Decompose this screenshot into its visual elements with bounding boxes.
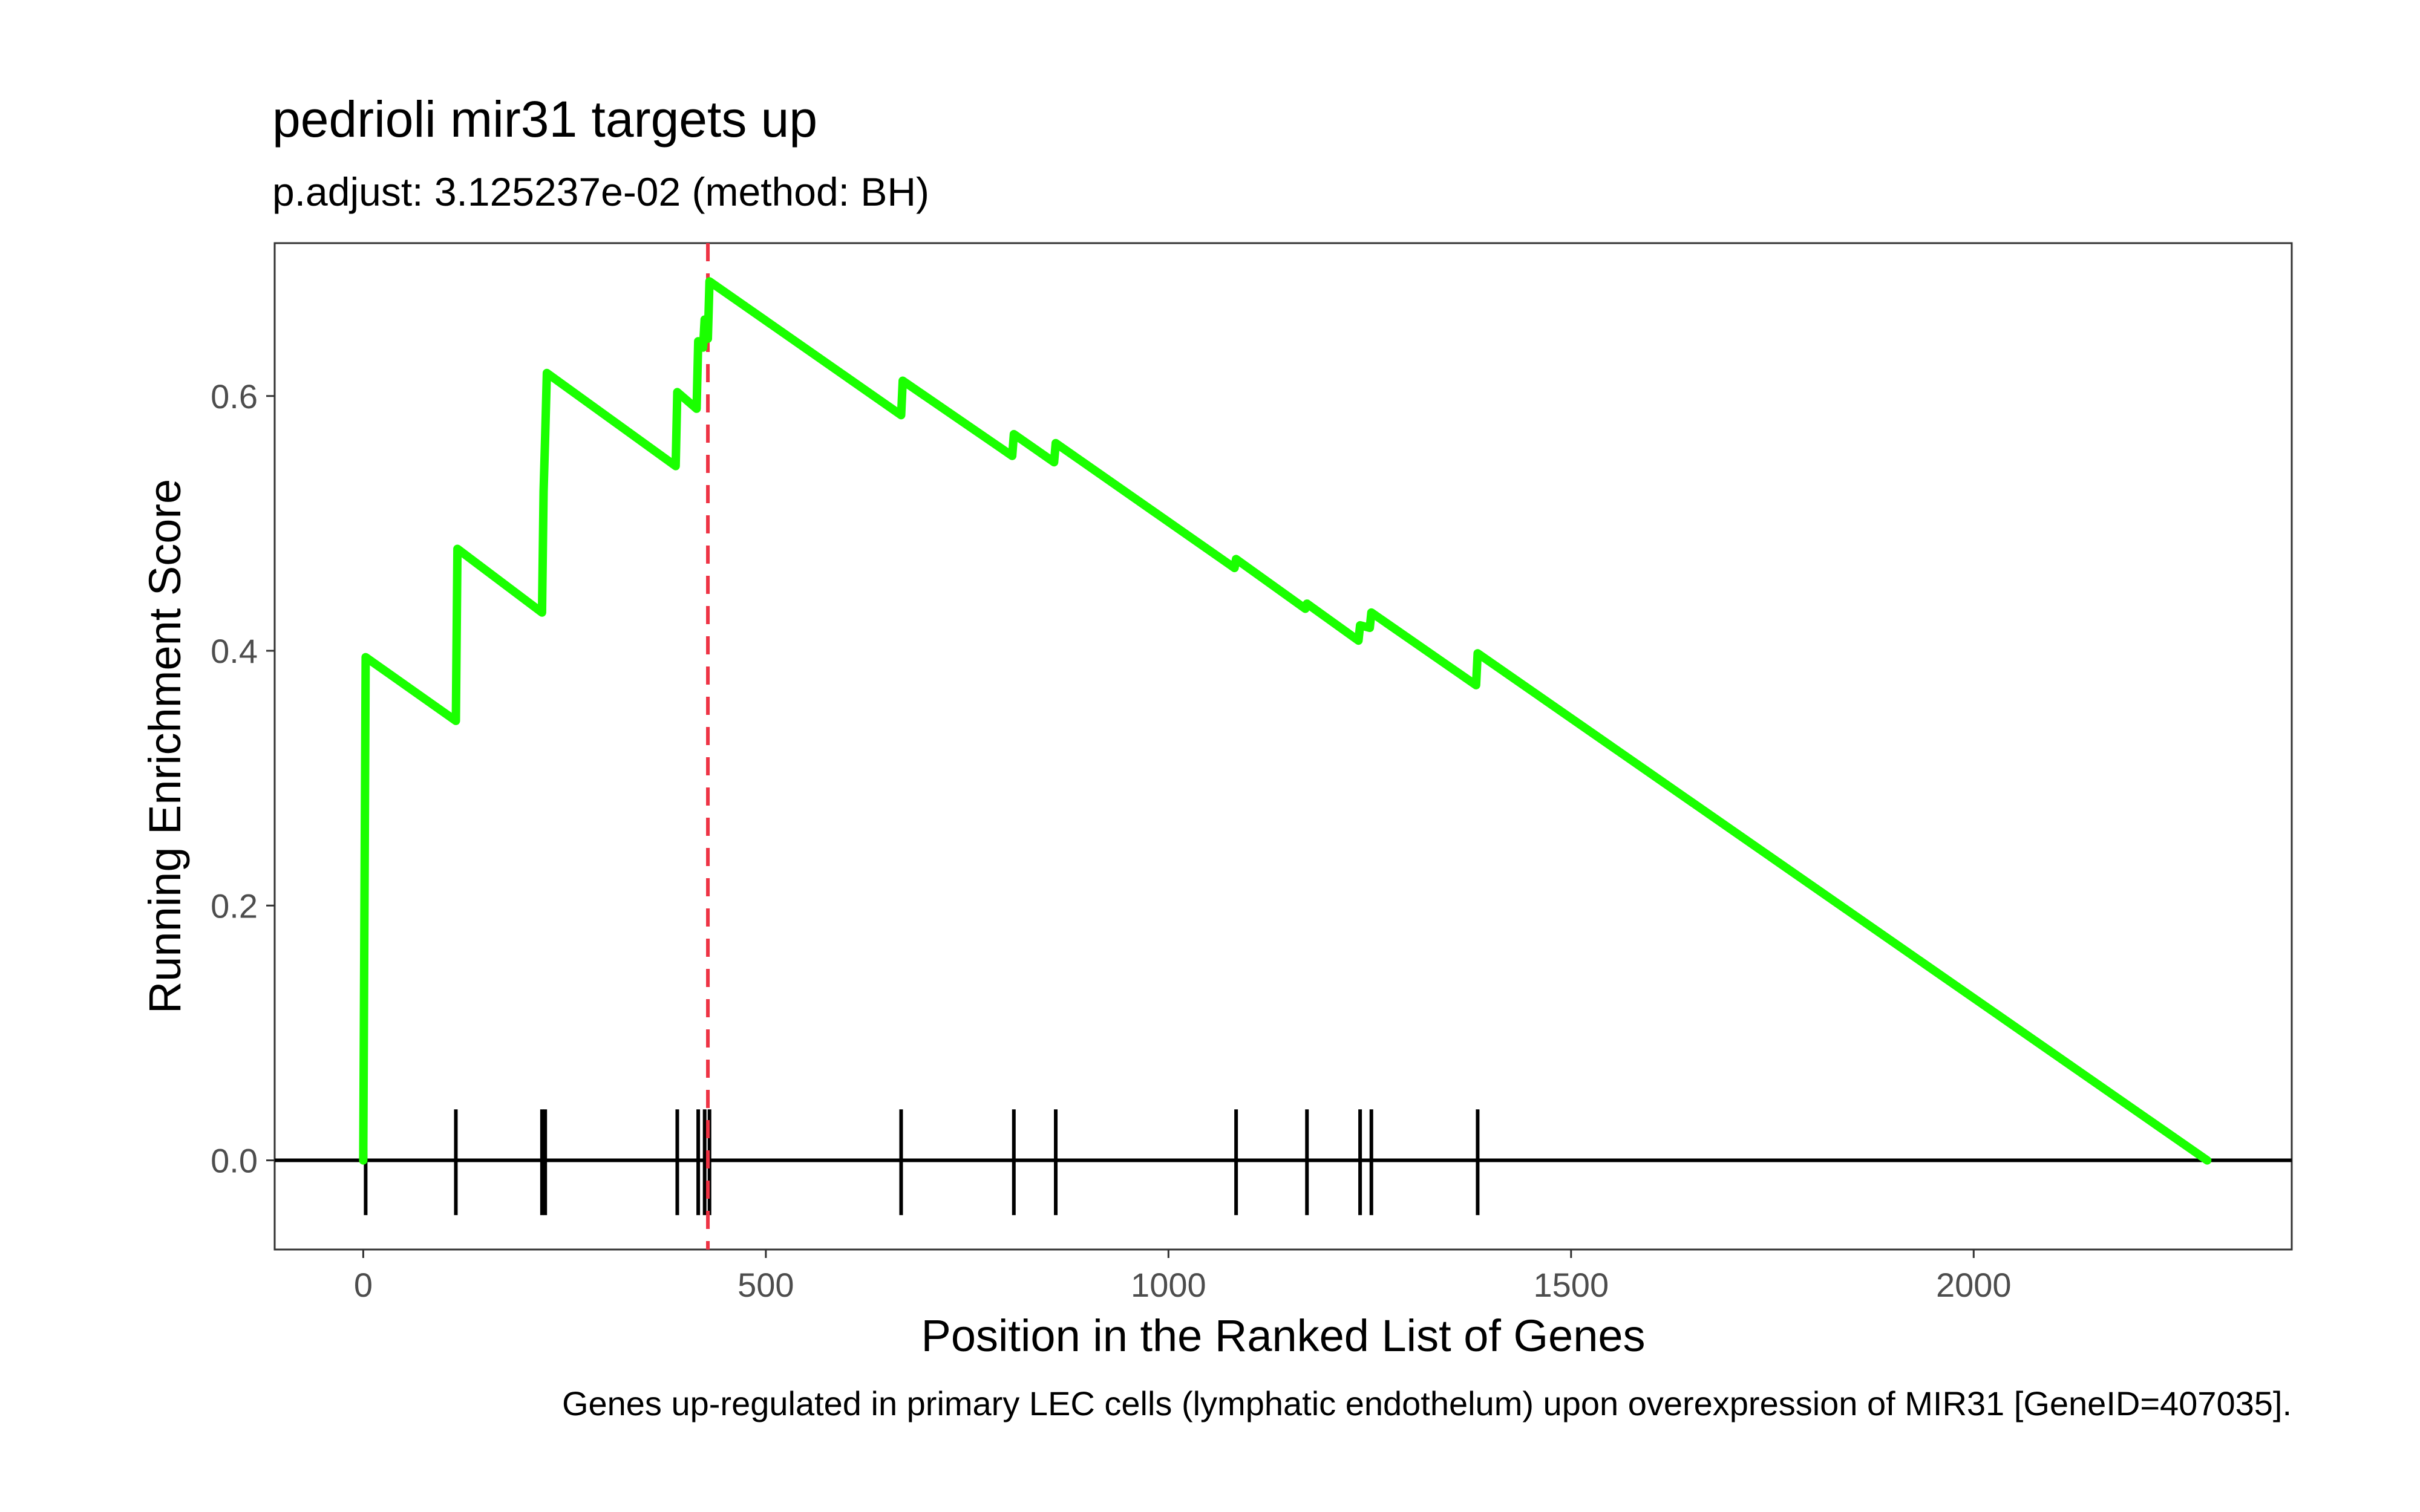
x-tick-label: 2000 (1936, 1266, 2012, 1304)
x-tick-label: 0 (354, 1266, 373, 1304)
x-axis: 0 500 1000 1500 2000 (354, 1250, 2012, 1304)
y-tick-label: 0.2 (211, 887, 258, 925)
running-enrichment-score-line (359, 277, 2212, 1165)
chart-subtitle: p.adjust: 3.125237e-02 (method: BH) (272, 169, 929, 214)
y-axis-title: Running Enrichment Score (140, 479, 190, 1014)
y-axis: 0.0 0.2 0.4 0.6 (211, 377, 275, 1180)
x-axis-title: Position in the Ranked List of Genes (921, 1311, 1645, 1361)
chart-title: pedrioli mir31 targets up (272, 91, 817, 148)
x-tick-label: 1000 (1131, 1266, 1206, 1304)
x-tick-label: 1500 (1534, 1266, 1609, 1304)
y-tick-label: 0.0 (211, 1142, 258, 1180)
chart-caption: Genes up-regulated in primary LEC cells … (562, 1384, 2292, 1422)
x-tick-label: 500 (737, 1266, 794, 1304)
y-tick-label: 0.4 (211, 632, 258, 670)
y-tick-label: 0.6 (211, 377, 258, 415)
plot-panel (273, 242, 2293, 1251)
